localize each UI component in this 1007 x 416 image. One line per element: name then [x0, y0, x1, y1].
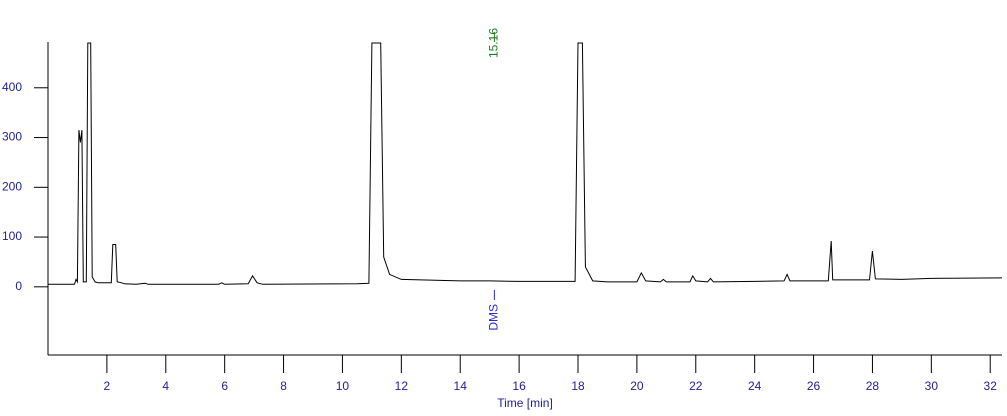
- x-tick-label: 28: [866, 379, 880, 393]
- x-tick-label: 14: [454, 379, 468, 393]
- x-tick-label: 22: [689, 379, 703, 393]
- x-tick-label: 16: [512, 379, 526, 393]
- x-tick-label: 24: [748, 379, 762, 393]
- x-tick-label: 18: [571, 379, 585, 393]
- x-tick-label: 20: [630, 379, 644, 393]
- x-tick-label: 12: [395, 379, 409, 393]
- y-tick-label: 400: [2, 80, 22, 94]
- x-tick-label: 6: [221, 379, 228, 393]
- y-tick-label: 0: [15, 279, 22, 293]
- x-tick-label: 26: [807, 379, 821, 393]
- y-tick-label: 100: [2, 229, 22, 243]
- signal-line: [48, 42, 1003, 285]
- x-tick-label: 10: [336, 379, 350, 393]
- annotation-label: 15.16: [487, 28, 501, 58]
- x-tick-label: 32: [984, 379, 998, 393]
- y-tick-label: 300: [2, 130, 22, 144]
- y-tick-label: 200: [2, 179, 22, 193]
- annotation-label: DMS: [487, 304, 501, 331]
- x-tick-label: 8: [280, 379, 287, 393]
- x-tick-label: 2: [104, 379, 111, 393]
- x-axis-label: Time [min]: [497, 396, 553, 410]
- x-tick-label: 30: [925, 379, 939, 393]
- x-tick-label: 4: [162, 379, 169, 393]
